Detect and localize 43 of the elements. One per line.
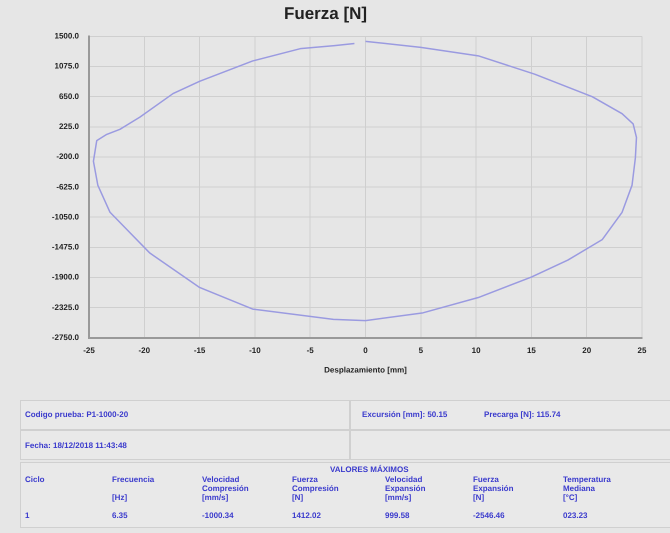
x-tick-label: -5 [306, 346, 314, 355]
text: -2546.46 [473, 511, 505, 520]
text: Excursión [mm]: 50.15 [362, 410, 448, 419]
text: 1412.02 [292, 511, 321, 520]
text: Precarga [N]: 115.74 [484, 410, 560, 419]
y-tick-label: -625.0 [56, 182, 80, 192]
x-tick-label: -20 [138, 346, 151, 355]
x-tick-label: -10 [249, 346, 262, 355]
text: Frecuencia [Hz] [112, 475, 154, 502]
y-tick-label: -1475.0 [52, 242, 80, 252]
text: Fecha: 18/12/2018 11:43:48 [25, 441, 127, 450]
chart-title: Fuerza [N] [284, 4, 368, 23]
text: VALORES MÁXIMOS [330, 465, 409, 474]
y-tick-label: 1075.0 [54, 62, 80, 71]
x-tick-label: 15 [526, 346, 536, 355]
x-tick-label: 25 [638, 346, 647, 355]
x-tick-label: -25 [83, 346, 96, 355]
text: Temperatura Mediana [°C] [563, 475, 611, 502]
text: -1000.34 [202, 511, 234, 520]
y-tick-label: -1050.0 [52, 212, 80, 222]
y-tick-label: 225.0 [58, 122, 80, 132]
y-tick-label: -2750.0 [52, 333, 80, 342]
x-tick-label: -15 [194, 346, 206, 355]
x-axis-title: Desplazamiento [mm] [324, 365, 408, 374]
text: 023.23 [563, 511, 588, 520]
x-tick-label: 5 [418, 346, 424, 355]
text: Fuerza Compresión [N] [292, 475, 339, 502]
y-tick-label: -200.0 [56, 152, 80, 162]
text: Ciclo [25, 475, 45, 484]
text: Fuerza Expansión [N] [473, 475, 514, 502]
y-tick-label: 650.0 [58, 92, 80, 101]
text: Velocidad Expansión [mm/s] [385, 475, 426, 502]
text: 999.58 [385, 511, 410, 520]
x-tick-label: 10 [472, 346, 482, 355]
text: Codigo prueba: P1-1000-20 [25, 410, 128, 419]
text: 1 [25, 511, 30, 520]
y-tick-label: -2325.0 [52, 302, 80, 312]
y-tick-label: 1500.0 [54, 32, 80, 41]
text: Velocidad Compresión [mm/s] [202, 475, 249, 502]
x-tick-label: 20 [582, 346, 592, 355]
text: 6.35 [112, 511, 128, 520]
x-tick-label: 0 [363, 346, 368, 355]
y-tick-label: -1900.0 [52, 272, 80, 282]
